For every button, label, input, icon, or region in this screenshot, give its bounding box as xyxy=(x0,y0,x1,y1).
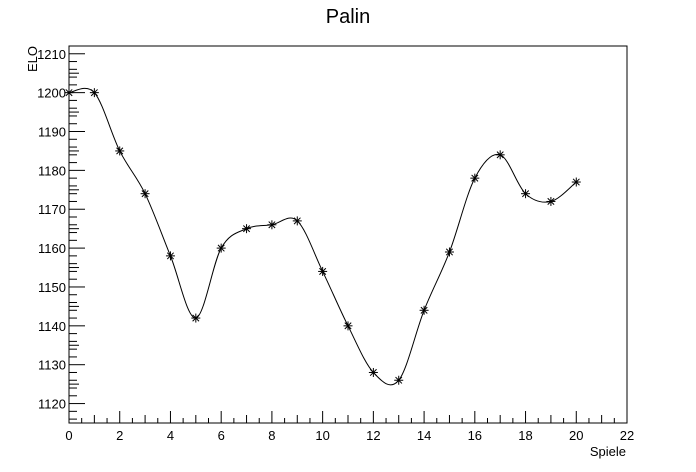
marker-stroke xyxy=(242,225,251,233)
marker-stroke xyxy=(116,147,124,155)
data-point-marker xyxy=(495,150,505,160)
data-markers xyxy=(64,88,581,385)
marker-stroke xyxy=(90,89,98,97)
data-point-marker xyxy=(368,367,378,377)
marker-stroke xyxy=(420,306,428,314)
y-axis-ticks xyxy=(69,45,85,424)
y-tick-label: 1130 xyxy=(38,358,66,373)
y-tick-label: 1140 xyxy=(38,319,66,334)
x-axis-title: Spiele xyxy=(590,444,626,459)
data-point-marker xyxy=(444,247,454,257)
marker-stroke xyxy=(166,252,175,260)
data-point-marker xyxy=(546,196,556,206)
y-tick-label: 1210 xyxy=(37,47,66,62)
x-tick-label: 20 xyxy=(569,428,583,443)
marker-stroke xyxy=(445,248,454,256)
marker-stroke xyxy=(141,190,149,198)
x-tick-label: 6 xyxy=(218,428,225,443)
y-tick-label: 1120 xyxy=(38,397,66,412)
x-tick-label: 2 xyxy=(116,428,123,443)
marker-stroke xyxy=(496,151,504,159)
data-point-marker xyxy=(140,189,150,199)
data-point-marker xyxy=(343,321,353,331)
marker-stroke xyxy=(521,190,530,198)
y-axis-tick-labels: 1120 1130 1140 1150 1160 1170 1180 1190 1200 1210 xyxy=(37,47,66,412)
data-point-marker xyxy=(216,243,226,253)
data-point-marker xyxy=(89,88,99,98)
data-point-marker xyxy=(419,305,429,315)
x-axis-tick-labels: 0 2 4 6 8 10 12 14 16 18 20 22 xyxy=(65,428,634,443)
y-tick-label: 1200 xyxy=(37,86,66,101)
data-point-marker xyxy=(521,189,531,199)
marker-stroke xyxy=(369,368,377,377)
data-point-marker xyxy=(267,220,277,230)
marker-stroke xyxy=(293,217,301,225)
chart-title: Palin xyxy=(326,6,370,28)
x-tick-label: 4 xyxy=(167,428,174,443)
marker-stroke xyxy=(319,267,327,275)
data-point-marker xyxy=(165,251,175,261)
marker-stroke xyxy=(471,174,479,182)
x-tick-label: 18 xyxy=(518,428,532,443)
y-tick-label: 1180 xyxy=(38,163,66,178)
y-axis-title: ELO xyxy=(25,46,40,72)
data-point-marker xyxy=(191,313,201,323)
data-point-marker xyxy=(64,88,74,98)
data-point-marker xyxy=(318,266,328,276)
marker-stroke xyxy=(572,178,580,186)
marker-stroke xyxy=(217,244,225,252)
x-tick-label: 10 xyxy=(315,428,329,443)
marker-stroke xyxy=(395,376,403,384)
marker-stroke xyxy=(344,322,352,330)
x-tick-label: 12 xyxy=(366,428,380,443)
y-tick-label: 1170 xyxy=(38,202,66,217)
marker-stroke xyxy=(192,314,200,322)
y-tick-label: 1150 xyxy=(38,280,66,295)
y-tick-label: 1190 xyxy=(38,125,66,140)
data-point-marker xyxy=(292,216,302,226)
x-tick-label: 0 xyxy=(65,428,72,443)
x-tick-label: 22 xyxy=(620,428,634,443)
x-tick-label: 14 xyxy=(417,428,431,443)
marker-stroke xyxy=(65,89,73,97)
data-point-marker xyxy=(242,224,252,234)
x-axis-ticks xyxy=(68,411,628,423)
data-point-marker xyxy=(571,177,581,187)
marker-stroke xyxy=(268,221,276,229)
data-point-marker xyxy=(394,375,404,385)
data-point-marker xyxy=(115,146,125,156)
data-point-marker xyxy=(470,173,480,183)
y-tick-label: 1160 xyxy=(38,241,66,256)
x-tick-label: 8 xyxy=(268,428,275,443)
marker-stroke xyxy=(547,197,555,206)
x-tick-label: 16 xyxy=(468,428,482,443)
